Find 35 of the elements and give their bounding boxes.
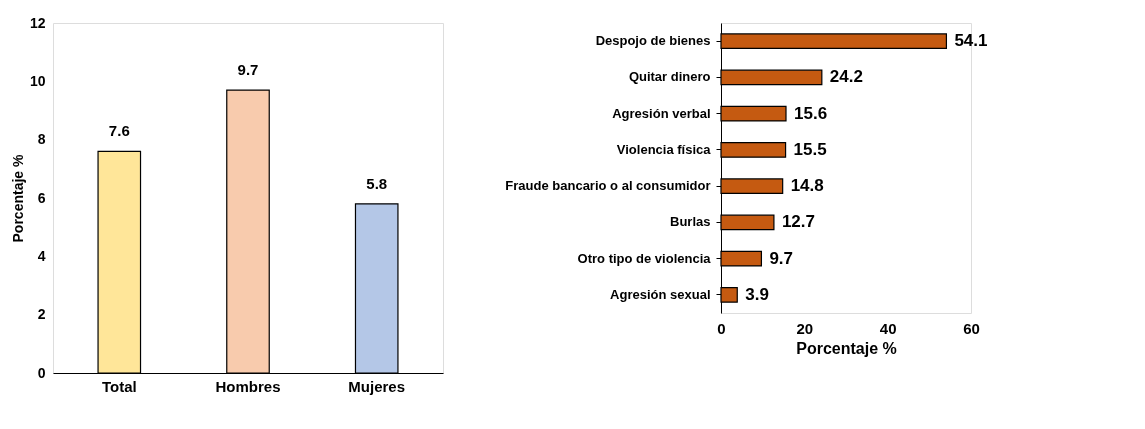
y-tick-label: Despojo de bienes [595,33,711,49]
data-label: 15.5 [793,139,827,159]
data-label: 9.7 [769,248,794,268]
y-tick-label: Agresión sexual [610,286,711,302]
data-label: 7.6 [108,122,130,140]
y-tick-label: 6 [37,189,46,206]
y-tick-label: 4 [37,247,46,264]
y-tick-label: Violencia física [616,141,712,157]
y-tick-label: Fraude bancario o al consumidor [505,178,711,194]
y-tick-label: Agresión verbal [612,105,711,121]
data-label: 12.7 [781,212,816,232]
y-tick-label: 2 [37,306,46,323]
x-tick-label: Mujeres [348,377,406,395]
y-axis-title: Porcentaje % [9,153,26,243]
data-label: 15.6 [794,103,828,123]
data-label: 14.8 [790,176,824,196]
y-tick-label: 0 [37,364,46,381]
y-tick-label: 10 [29,72,46,89]
x-tick-label: 0 [717,319,726,337]
y-tick-label: 8 [37,131,46,148]
data-label: 3.9 [745,284,769,304]
data-label: 54.1 [954,31,988,51]
x-tick-label: 20 [796,319,814,337]
y-tick-label: Otro tipo de violencia [577,250,712,266]
y-tick-label: Quitar dinero [628,69,711,85]
y-tick-label: Burlas [670,214,711,230]
data-label: 24.2 [829,67,863,87]
x-tick-label: 40 [879,319,897,337]
data-label: 9.7 [237,61,259,79]
x-tick-label: 60 [963,319,980,337]
x-axis-title: Porcentaje % [796,339,897,357]
x-tick-label: Hombres [215,377,281,395]
data-label: 5.8 [366,174,388,192]
x-tick-label: Total [101,377,137,395]
y-tick-label: 12 [29,14,46,31]
